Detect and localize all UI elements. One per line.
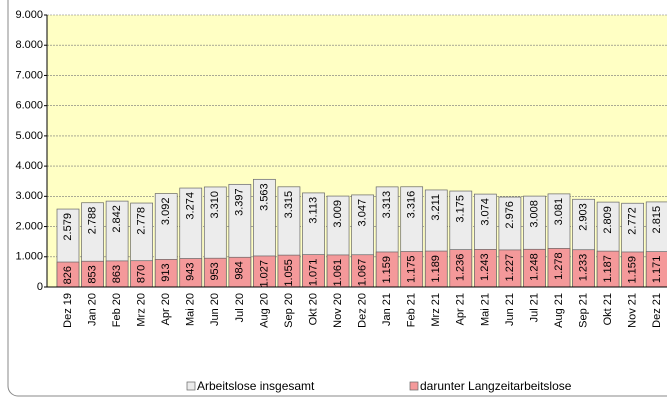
value-label: 1.071	[307, 259, 319, 287]
value-label: 3.081	[553, 198, 565, 226]
value-label: 853	[86, 265, 98, 283]
value-label: 2.842	[111, 205, 123, 233]
x-tick-label: Okt 21	[602, 293, 614, 325]
value-label: 3.211	[430, 194, 442, 221]
value-label: 1.027	[258, 260, 270, 288]
x-tick-label: Mrz 21	[430, 293, 442, 327]
value-label: 1.159	[627, 256, 639, 284]
value-label: 1.233	[577, 254, 589, 282]
value-label: 1.243	[479, 253, 491, 281]
x-tick-label: Feb 20	[111, 293, 123, 327]
value-label: 3.047	[357, 199, 369, 227]
x-tick-label: Jun 21	[504, 293, 516, 326]
x-tick-label: Jan 21	[381, 293, 393, 326]
x-tick-label: Nov 21	[627, 293, 639, 328]
value-label: 3.074	[479, 198, 491, 226]
value-label: 2.903	[577, 203, 589, 231]
x-tick-label: Okt 20	[307, 293, 319, 325]
x-tick-label: Dez 20	[357, 293, 369, 328]
value-label: 1.061	[332, 259, 344, 287]
value-label: 1.278	[553, 252, 565, 280]
value-label: 953	[209, 262, 221, 280]
y-tick-label: 3.000	[15, 190, 43, 202]
value-label: 2.579	[62, 213, 74, 241]
x-tick-label: Nov 20	[332, 293, 344, 328]
value-label: 1.236	[455, 254, 467, 282]
value-label: 826	[62, 266, 74, 284]
legend-swatch	[186, 381, 196, 391]
value-label: 3.313	[381, 191, 393, 219]
y-tick-label: 4.000	[15, 160, 43, 172]
value-label: 1.159	[381, 256, 393, 284]
value-label: 1.067	[357, 259, 369, 287]
x-tick-label: Mrz 20	[136, 293, 148, 327]
legend-label: darunter Langzeitarbeitslose	[420, 379, 572, 393]
y-tick-label: 8.000	[15, 39, 43, 51]
x-tick-label: Sep 20	[283, 293, 295, 328]
value-label: 3.092	[160, 198, 172, 226]
value-label: 3.009	[332, 200, 344, 228]
y-tick-label: 6.000	[15, 100, 43, 112]
value-label: 2.772	[627, 207, 639, 235]
value-label: 3.310	[209, 191, 221, 219]
x-tick-label: Jul 21	[528, 293, 540, 322]
value-label: 3.397	[234, 188, 246, 216]
x-tick-label: Sep 21	[577, 293, 589, 328]
value-label: 3.315	[283, 191, 295, 219]
value-label: 3.274	[185, 192, 197, 220]
value-label: 1.227	[504, 254, 516, 282]
x-tick-label: Aug 21	[553, 293, 565, 328]
value-label: 870	[136, 265, 148, 283]
value-label: 943	[185, 263, 197, 281]
legend-label: Arbeitslose insgesamt	[197, 379, 315, 393]
x-tick-label: Dez 21	[651, 293, 663, 328]
value-label: 913	[160, 263, 172, 281]
x-tick-label: Mai 21	[479, 293, 491, 326]
x-tick-label: Jul 20	[234, 293, 246, 322]
value-label: 2.976	[504, 201, 516, 229]
x-tick-label: Aug 20	[258, 293, 270, 328]
value-label: 3.008	[528, 200, 540, 228]
value-label: 2.778	[136, 207, 148, 235]
x-tick-label: Mai 20	[185, 293, 197, 326]
value-label: 1.171	[651, 256, 663, 284]
value-label: 1.248	[528, 253, 540, 281]
value-label: 2.815	[651, 206, 663, 234]
value-label: 984	[234, 261, 246, 279]
x-tick-label: Jan 20	[86, 293, 98, 326]
legend-swatch	[409, 381, 419, 391]
value-label: 3.563	[258, 183, 270, 211]
x-tick-label: Feb 21	[406, 293, 418, 327]
value-label: 1.189	[430, 255, 442, 283]
y-tick-label: 9.000	[15, 9, 43, 21]
value-label: 3.113	[307, 197, 319, 224]
value-label: 1.175	[406, 255, 418, 283]
x-tick-label: Jun 20	[209, 293, 221, 326]
value-label: 2.809	[602, 206, 614, 234]
y-tick-label: 2.000	[15, 220, 43, 232]
value-label: 2.788	[86, 207, 98, 235]
value-label: 1.187	[602, 255, 614, 283]
x-tick-label: Dez 19	[62, 293, 74, 328]
value-label: 863	[111, 265, 123, 283]
y-tick-label: 0	[37, 281, 43, 293]
y-tick-label: 7.000	[15, 69, 43, 81]
value-label: 3.316	[406, 191, 418, 219]
x-tick-label: Apr 20	[160, 293, 172, 325]
x-tick-label: Apr 21	[455, 293, 467, 325]
y-tick-label: 1.000	[15, 251, 43, 263]
y-tick-label: 5.000	[15, 130, 43, 142]
value-label: 1.055	[283, 259, 295, 287]
value-label: 3.175	[455, 195, 467, 223]
